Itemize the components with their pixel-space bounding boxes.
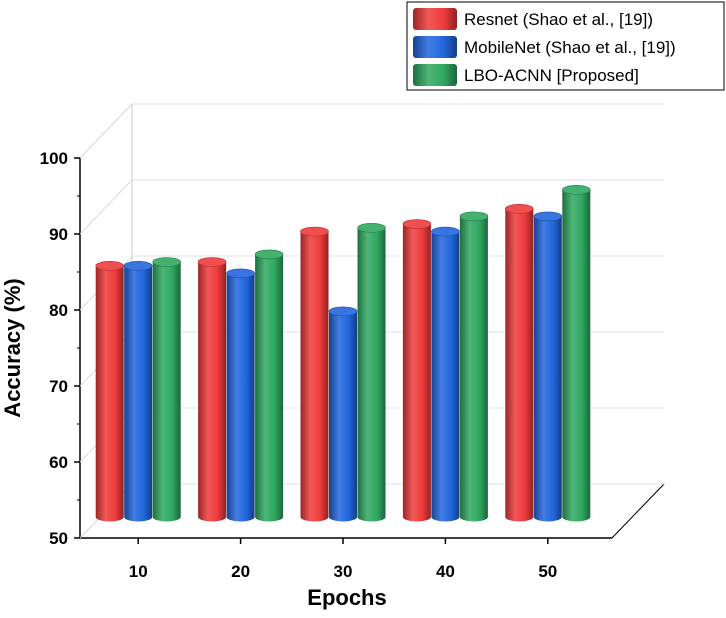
bar-top	[561, 185, 591, 195]
bar	[431, 226, 460, 522]
x-tick-label: 40	[436, 562, 455, 581]
bar-body	[198, 262, 227, 522]
bar	[328, 306, 358, 522]
bar-body	[300, 231, 329, 522]
bar-top	[152, 257, 181, 267]
bar	[197, 257, 227, 522]
y-axis-title: Accuracy (%)	[0, 278, 25, 417]
bar-top	[95, 260, 124, 271]
x-tick-label: 30	[334, 562, 353, 581]
y-tick-label: 90	[49, 225, 68, 244]
bar	[300, 226, 329, 522]
x-tick-label: 20	[231, 562, 250, 581]
bar-top	[459, 211, 489, 222]
legend-label: LBO-ACNN [Proposed]	[464, 66, 639, 85]
bar-body	[402, 224, 431, 522]
y-tick-label: 60	[49, 453, 68, 472]
bar-top	[226, 268, 255, 279]
bar-body	[562, 189, 591, 522]
bar-body	[329, 311, 357, 522]
y-tick-label: 100	[40, 149, 68, 168]
legend-swatch	[413, 8, 457, 30]
legend-item: LBO-ACNN [Proposed]	[413, 64, 639, 86]
y-tick-labels: 50 60 70 80 90 100	[40, 149, 80, 548]
bar-top	[254, 249, 284, 260]
bar-body	[124, 265, 153, 522]
x-tick-labels: 10 20 30 40 50	[129, 538, 557, 581]
bar	[152, 257, 181, 522]
legend: Resnet (Shao et al., [19]) MobileNet (Sha…	[406, 1, 725, 91]
bar-top	[300, 226, 329, 237]
bar-body	[357, 227, 386, 522]
bar-top	[357, 223, 386, 233]
grid-line-left	[79, 179, 133, 235]
bar-body	[431, 231, 460, 522]
bar	[95, 260, 124, 522]
x-tick-label: 50	[538, 562, 557, 581]
legend-label: Resnet (Shao et al., [19])	[464, 10, 653, 29]
bar	[254, 249, 284, 522]
y-tick-label: 50	[49, 529, 68, 548]
bar-top	[504, 204, 534, 214]
grid-line-left	[79, 103, 133, 159]
bar-top	[123, 260, 153, 271]
bar-body	[226, 273, 255, 522]
bar-top	[402, 219, 432, 229]
legend-swatch	[413, 64, 457, 86]
legend-swatch	[413, 36, 457, 58]
bar-body	[255, 254, 284, 522]
bar	[226, 268, 255, 522]
floor-right-edge	[611, 483, 665, 539]
bar	[402, 219, 432, 522]
bar-top	[431, 226, 460, 237]
bar-body	[95, 265, 124, 522]
bar	[459, 211, 489, 522]
bar-top	[533, 211, 563, 222]
y-tick-label: 80	[49, 301, 68, 320]
x-tick-label: 10	[129, 562, 148, 581]
bars	[95, 185, 591, 522]
bar	[533, 211, 563, 522]
legend-item: MobileNet (Shao et al., [19])	[413, 36, 676, 58]
bar-top	[197, 257, 227, 267]
bar-top	[328, 306, 358, 317]
legend-box	[406, 1, 725, 91]
bar-body	[533, 216, 562, 522]
legend-label: MobileNet (Shao et al., [19])	[464, 38, 676, 57]
bar-body	[505, 208, 534, 522]
bar	[123, 260, 153, 522]
bar-body	[459, 216, 488, 522]
y-tick-label: 70	[49, 377, 68, 396]
bar	[504, 204, 534, 522]
bar	[357, 223, 386, 522]
legend-item: Resnet (Shao et al., [19])	[413, 8, 653, 30]
bar	[561, 185, 591, 522]
bar-body	[152, 262, 181, 522]
x-axis-title: Epochs	[307, 585, 386, 610]
